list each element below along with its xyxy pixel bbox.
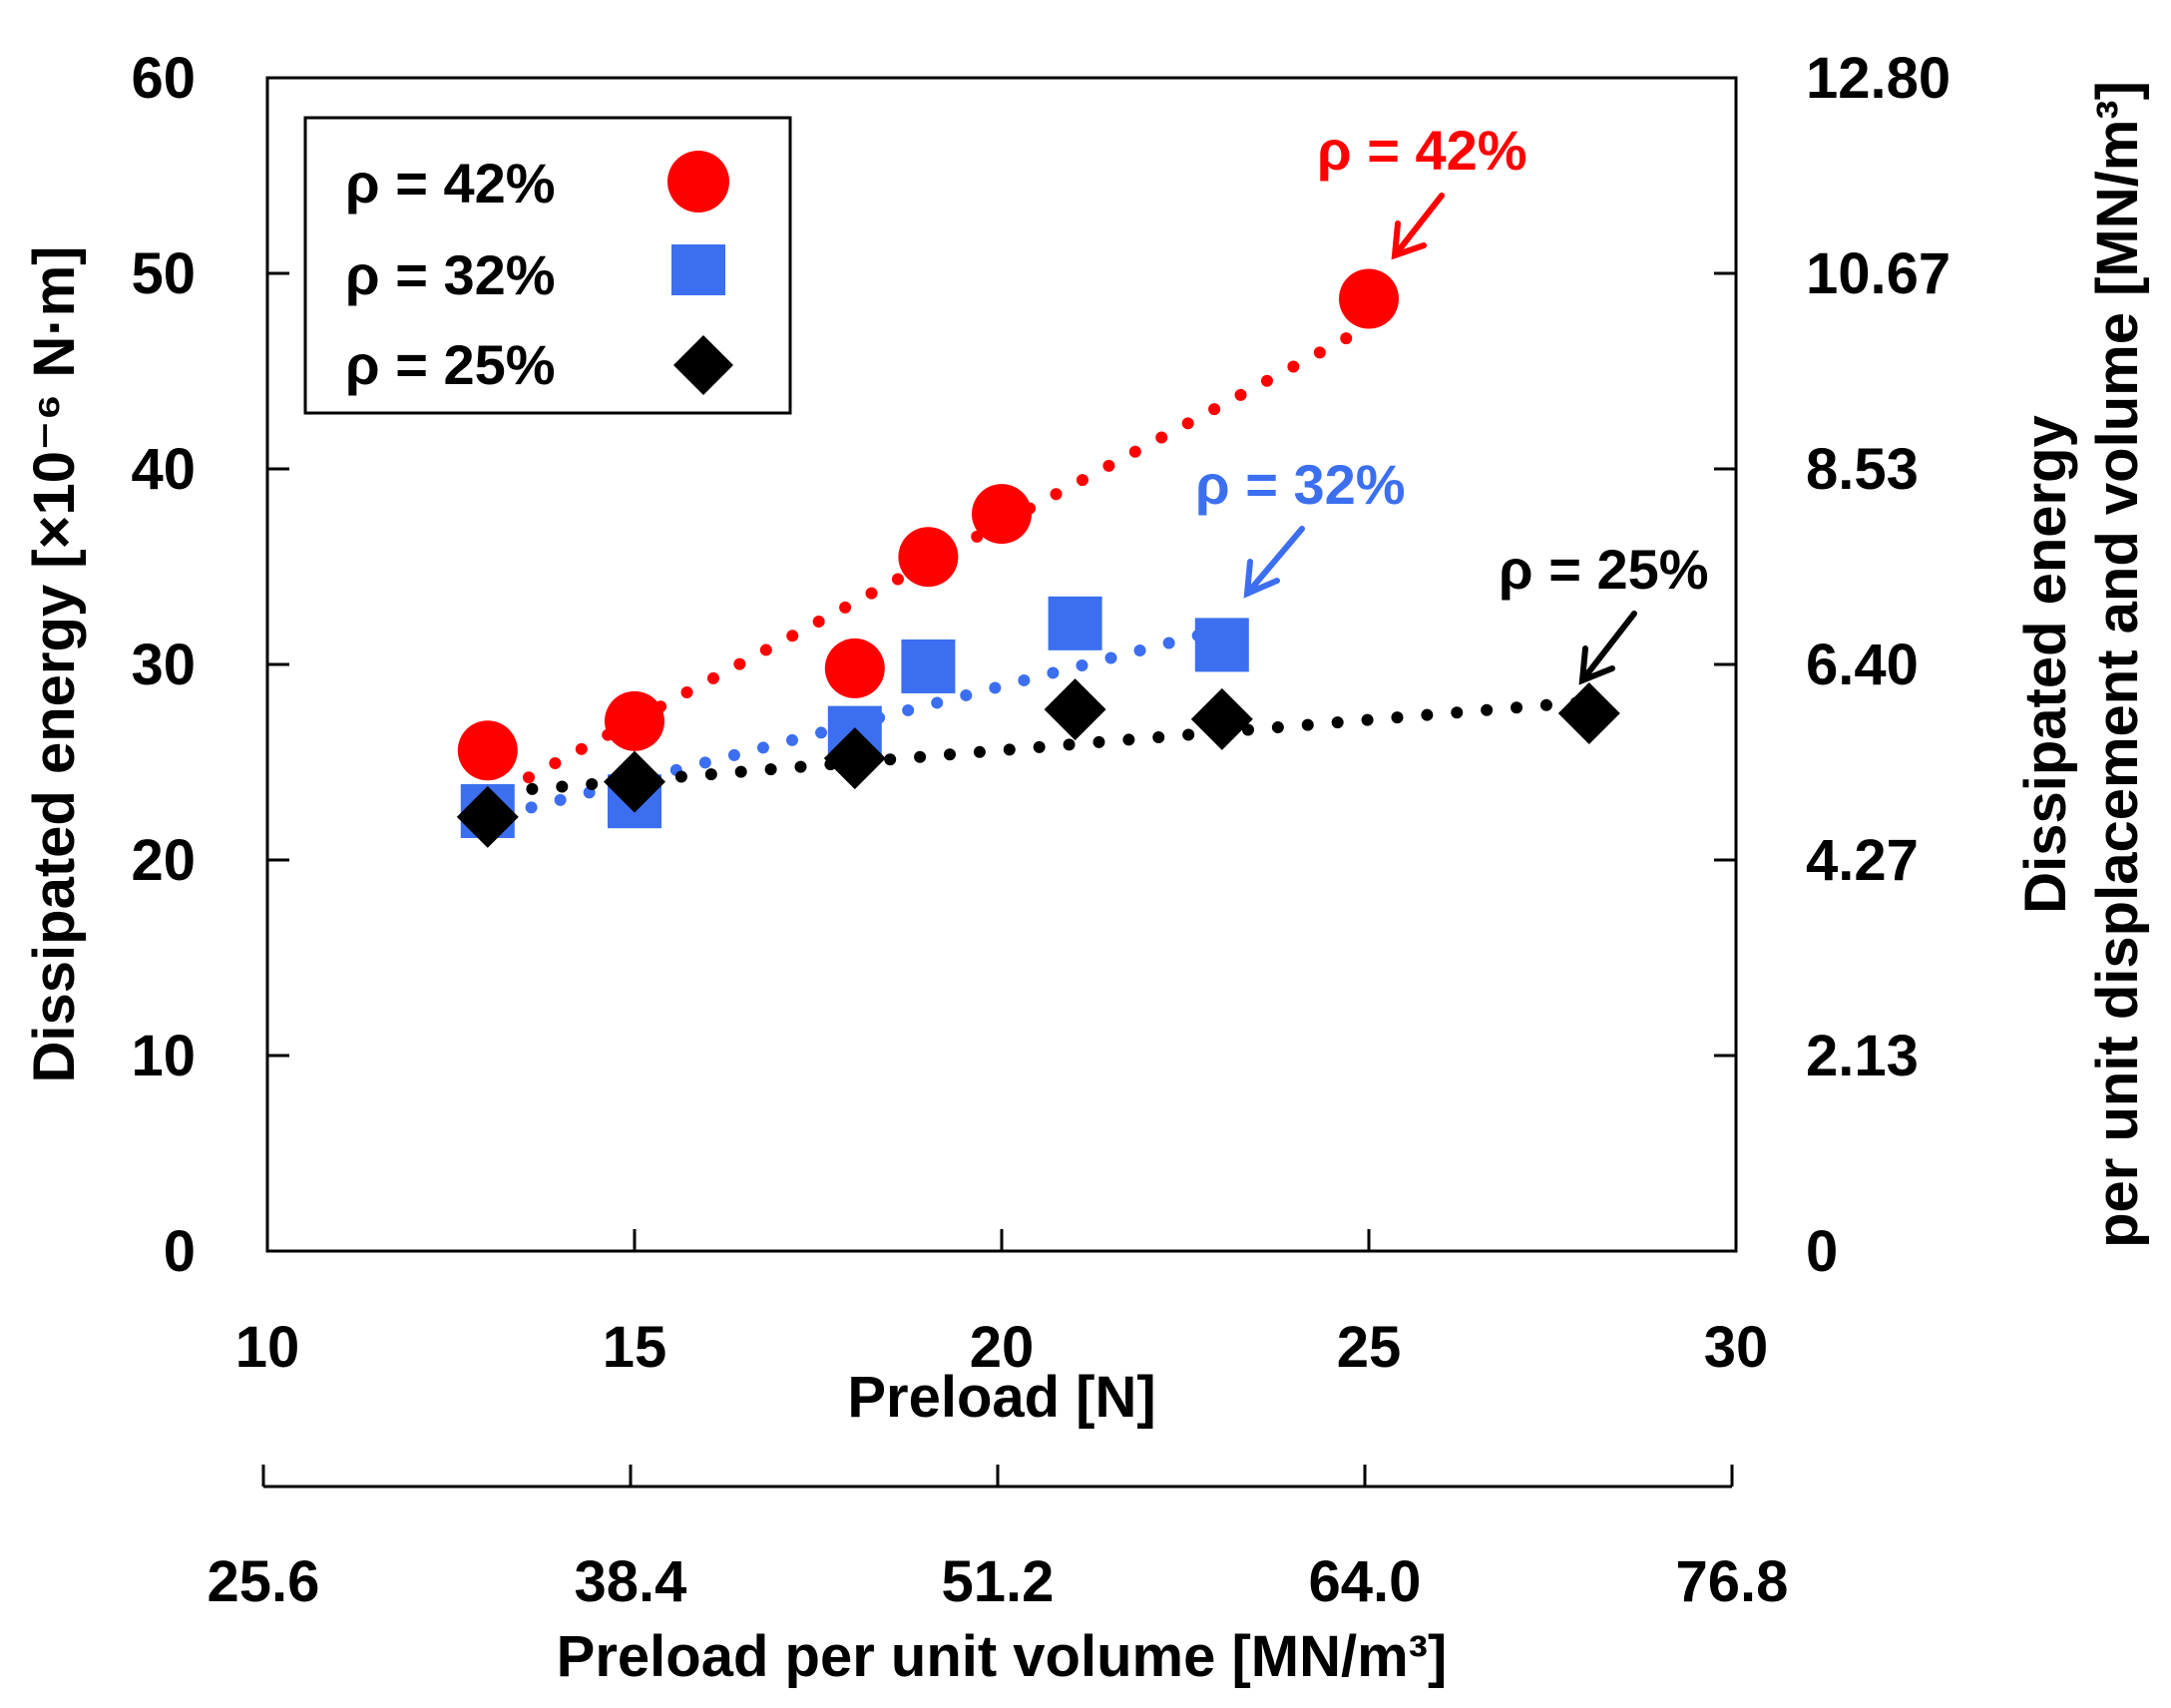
axis-ticks: 0 0 10 2.13 20 4.27 30 6.40 40 8.53 50 10.67 60 12.80…	[131, 46, 1951, 1614]
x2-tick-label: 38.4	[575, 1549, 687, 1614]
x2-tick-label: 64.0	[1309, 1549, 1422, 1614]
x-tick-label: 25	[1337, 1315, 1402, 1380]
y2-axis-title-line1: Dissipated energy	[2013, 415, 2078, 914]
x2-tick-label: 25.6	[208, 1549, 320, 1614]
legend-label-25: ρ = 25%	[345, 333, 556, 396]
y2-tick-label: 2.13	[1806, 1024, 1919, 1088]
annotation-42-arrow	[1391, 193, 1445, 260]
y2-tick-label: 8.53	[1806, 437, 1919, 502]
annotation-32-arrow	[1243, 526, 1305, 599]
point-32	[901, 639, 956, 693]
annotations: ρ = 42% ρ = 32% ρ = 25%	[1195, 119, 1709, 685]
point-42	[898, 527, 959, 588]
point-42	[972, 484, 1032, 545]
y2-tick-label: 10.67	[1806, 241, 1951, 306]
y-tick-label: 40	[131, 437, 196, 502]
annotation-25-arrow	[1578, 611, 1637, 685]
point-42	[605, 690, 664, 751]
legend: ρ = 42% ρ = 32% ρ = 25%	[303, 116, 792, 415]
point-42	[824, 638, 885, 698]
x-tick-label: 20	[970, 1315, 1035, 1380]
legend-label-42: ρ = 42%	[345, 152, 556, 214]
point-25	[823, 727, 886, 790]
annotation-32-label: ρ = 32%	[1195, 453, 1406, 516]
legend-marker-diamond	[673, 335, 733, 395]
point-25	[456, 785, 519, 848]
y-tick-label: 30	[131, 633, 196, 697]
y2-tick-label: 0	[1806, 1219, 1838, 1284]
y-tick-label: 60	[131, 46, 196, 111]
y2-axis-title-line2: per unit displacement and volume [MN/m³]	[2085, 81, 2150, 1248]
point-25	[1557, 682, 1620, 744]
annotation-42-label: ρ = 42%	[1317, 119, 1527, 182]
legend-marker-square	[671, 244, 725, 295]
data-points	[456, 268, 1620, 848]
y-tick-label: 20	[131, 828, 196, 893]
point-25	[1190, 687, 1253, 750]
y-tick-label: 0	[164, 1219, 196, 1284]
x-tick-label: 15	[603, 1315, 667, 1380]
point-32	[1048, 596, 1102, 650]
x2-axis-title: Preload per unit volume [MN/m³]	[557, 1624, 1448, 1689]
legend-marker-circle	[667, 151, 729, 213]
x-tick-label: 30	[1704, 1315, 1769, 1380]
y-tick-label: 50	[131, 241, 196, 306]
y2-tick-label: 4.27	[1806, 828, 1919, 893]
y2-tick-label: 6.40	[1806, 633, 1919, 697]
x-tick-label: 10	[235, 1315, 300, 1380]
trend-line-25	[496, 695, 1595, 798]
x-axis-title: Preload [N]	[847, 1365, 1155, 1430]
y-tick-label: 10	[131, 1024, 196, 1088]
point-42	[1339, 268, 1399, 329]
point-25	[1044, 678, 1106, 741]
y-axis-title: Dissipated energy [×10⁻⁶ N·m]	[22, 246, 87, 1083]
x2-tick-label: 76.8	[1676, 1549, 1789, 1614]
annotation-25-label: ρ = 25%	[1499, 538, 1709, 601]
point-32	[1194, 618, 1249, 672]
x2-tick-label: 51.2	[942, 1549, 1055, 1614]
point-25	[604, 750, 665, 813]
point-42	[457, 720, 518, 781]
legend-label-32: ρ = 32%	[345, 243, 556, 306]
y2-tick-label: 12.80	[1806, 46, 1951, 111]
